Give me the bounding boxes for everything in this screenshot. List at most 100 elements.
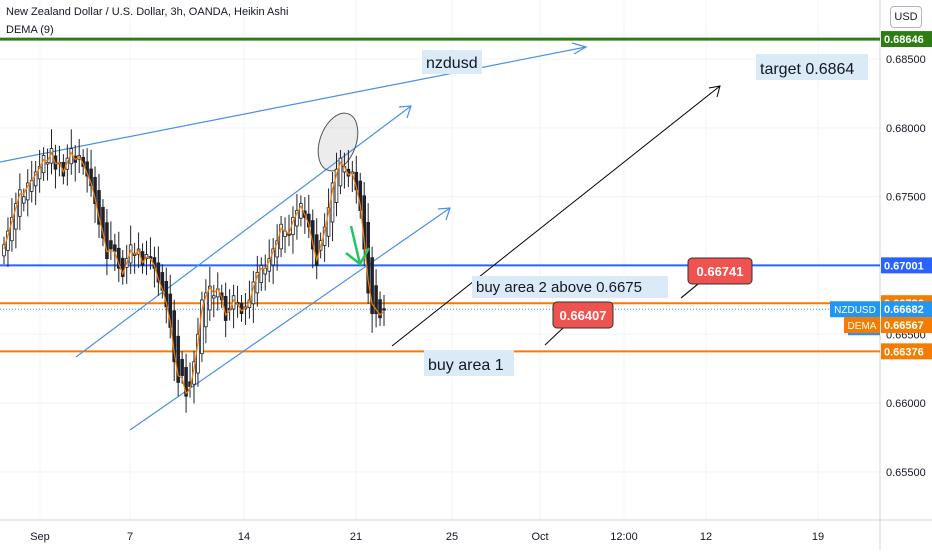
label-green-bg (881, 31, 932, 48)
candle-body (89, 168, 93, 187)
x-tick-label: 12:00 (610, 531, 638, 543)
channel-line-lower (129, 207, 451, 431)
candle-body (25, 182, 30, 201)
candle-body (172, 310, 176, 363)
trendline-top-arrowhead (571, 42, 588, 55)
label-target: target 0.6864 (760, 61, 854, 78)
label-nzdusd: nzdusd (426, 55, 478, 72)
candle-body (10, 216, 14, 242)
label-blue: 0.67001 (884, 260, 924, 272)
candle-body (164, 280, 169, 308)
label-green: 0.68646 (884, 34, 924, 46)
label-dema: 0.66567 (884, 320, 924, 332)
candle-body (22, 196, 26, 204)
candle-body (168, 293, 173, 328)
candle-body (275, 240, 279, 258)
label-orange-lower: 0.66376 (884, 346, 924, 358)
y-tick-label: 0.66000 (886, 398, 926, 410)
candle-body (212, 295, 216, 299)
green-arrowhead (345, 247, 371, 266)
x-tick-label: Oct (531, 531, 548, 543)
label-nzdusd-bg (422, 50, 482, 74)
candle-body (362, 195, 366, 250)
label-blue-bg (881, 257, 932, 274)
candle-body (208, 285, 212, 311)
x-tick-label: 19 (812, 531, 824, 543)
green-arrow (349, 225, 362, 265)
candle-body (358, 180, 363, 211)
candle-body (2, 244, 6, 257)
candle-body (33, 171, 38, 187)
candle-body (295, 210, 299, 227)
callout-upper-pointer (680, 283, 699, 299)
candle-body (338, 157, 343, 187)
candle-body (180, 358, 184, 376)
candle-body (334, 168, 339, 203)
label-current-bg (881, 301, 932, 318)
tag-dema-bg (844, 317, 880, 334)
callout-upper: 0.66741 (697, 264, 744, 279)
candle-body (41, 155, 46, 174)
candle-body (378, 299, 382, 319)
tag-dema: DEMA (848, 321, 877, 332)
y-tick-label: 0.68000 (886, 123, 926, 135)
x-tick-label: 21 (350, 531, 362, 543)
label-buy-area-2: buy area 2 above 0.6675 (476, 279, 642, 296)
candle-body (176, 335, 180, 383)
label-dema-bg (881, 317, 932, 334)
candle-body (18, 189, 22, 217)
candle-body (370, 257, 374, 315)
x-tick-label: Sep (30, 531, 50, 543)
candle-body (326, 207, 331, 237)
currency-button[interactable]: USD (890, 6, 922, 28)
candle-body (109, 240, 113, 250)
candle-body (101, 206, 105, 239)
label-buy-area-1-bg (424, 350, 514, 376)
callout-lower-box (552, 301, 614, 329)
label-buy-area-1: buy area 1 (428, 357, 504, 374)
candle-body (382, 308, 386, 311)
callout-upper-box (687, 257, 753, 285)
candle-body (314, 234, 319, 266)
dema-line (3, 151, 385, 395)
x-tick-label: 7 (127, 531, 133, 543)
y-tick-label: 0.67500 (886, 192, 926, 204)
candle-body (120, 257, 125, 277)
channel-lower-arrowhead (437, 207, 451, 221)
callout-lower: 0.66407 (560, 308, 607, 323)
target-arrow-line (391, 85, 721, 347)
indicator-label: DEMA (9) (6, 24, 54, 36)
candle-body (113, 244, 117, 253)
x-tick-label: 14 (238, 531, 250, 543)
candle-body (144, 254, 149, 259)
candle-body (279, 223, 283, 250)
candle-body (184, 367, 188, 397)
candle-body (263, 267, 268, 275)
label-target-bg (756, 54, 868, 80)
trendline-top (0, 46, 587, 163)
channel-upper-arrowhead (398, 105, 412, 119)
x-tick-label: 25 (446, 531, 458, 543)
candle-body (204, 292, 208, 328)
callout-lower-pointer (544, 327, 564, 346)
candle-body (200, 299, 204, 355)
label-current: 0.66682 (884, 304, 924, 316)
candle-body (105, 222, 109, 260)
candle-body (14, 203, 18, 230)
x-tick-label: 12 (700, 531, 712, 543)
target-arrowhead (708, 85, 721, 98)
candle-body (45, 161, 50, 165)
candle-body (330, 182, 335, 223)
candle-body (97, 190, 101, 225)
candle-body (271, 248, 275, 266)
chart-title: New Zealand Dollar / U.S. Dollar, 3h, OA… (6, 6, 289, 18)
y-tick-label: 0.65500 (886, 467, 926, 479)
candle-body (259, 265, 264, 284)
candle-body (366, 221, 370, 294)
tag-symbol: NZDUSD (834, 305, 876, 316)
tag-symbol-bg (830, 301, 880, 318)
label-buy-area-2-bg (472, 276, 668, 298)
